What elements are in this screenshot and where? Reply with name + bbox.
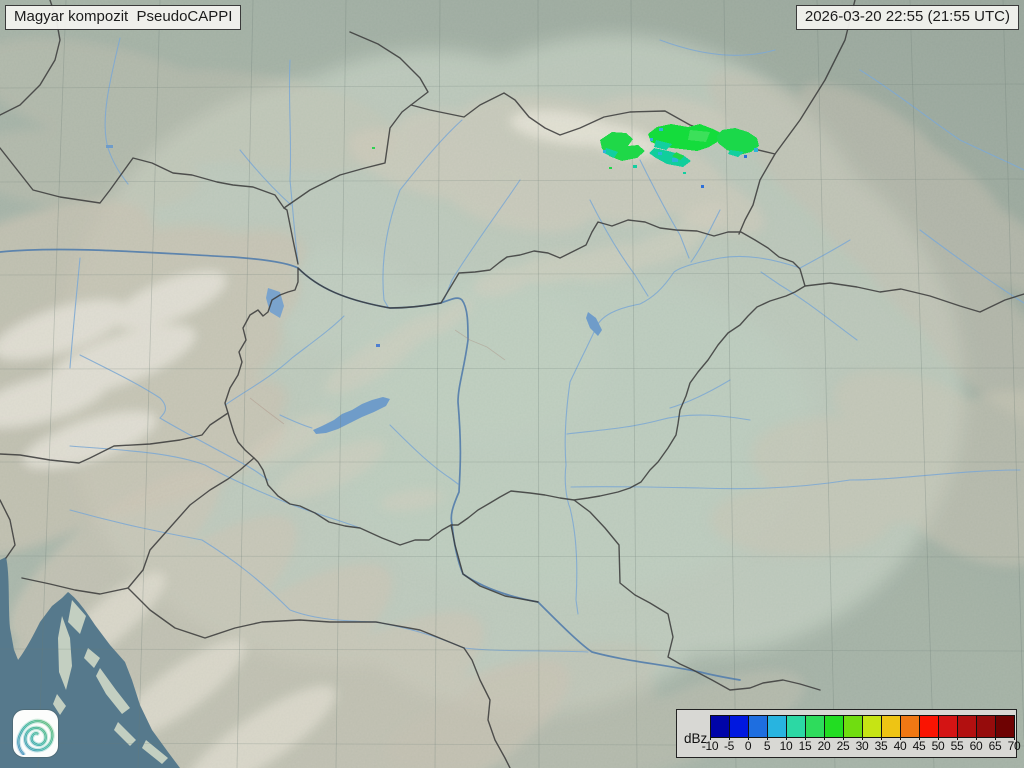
legend-tick-label: 35 — [874, 739, 888, 753]
legend-tick-mark — [805, 736, 806, 740]
legend-tick-label: 0 — [744, 739, 752, 753]
legend-tick-label: 60 — [969, 739, 983, 753]
legend-tick-label: 5 — [763, 739, 771, 753]
timestamp-label: 2026-03-20 22:55 (21:55 UTC) — [795, 5, 1019, 30]
legend-swatch — [787, 716, 806, 737]
legend-swatch — [863, 716, 882, 737]
product-title: Magyar kompozit PseudoCAPPI — [5, 5, 242, 30]
legend-swatch — [844, 716, 863, 737]
legend-tick-mark — [729, 736, 730, 740]
legend-tick-label: 65 — [988, 739, 1002, 753]
legend-tick-mark — [748, 736, 749, 740]
legend-tick-label: -5 — [723, 739, 735, 753]
legend-tick-label: 30 — [855, 739, 869, 753]
legend-swatch — [749, 716, 768, 737]
legend-tick-label: 55 — [950, 739, 964, 753]
legend-tick-label: 20 — [817, 739, 831, 753]
weather-service-logo — [13, 710, 58, 757]
legend-tick-mark — [938, 736, 939, 740]
legend-swatch — [958, 716, 977, 737]
legend-tick-label: -10 — [701, 739, 719, 753]
legend-tick-mark — [919, 736, 920, 740]
legend-tick-mark — [862, 736, 863, 740]
legend-tick-mark — [900, 736, 901, 740]
legend-swatch — [996, 716, 1014, 737]
legend-tick-label: 70 — [1007, 739, 1021, 753]
legend-swatch — [825, 716, 844, 737]
legend-tick-mark — [995, 736, 996, 740]
legend-swatch — [920, 716, 939, 737]
legend-tick-mark — [957, 736, 958, 740]
spiral-swirl-icon — [16, 718, 55, 755]
legend-tick-label: 10 — [779, 739, 793, 753]
legend-tick-mark — [976, 736, 977, 740]
legend-tick-mark — [843, 736, 844, 740]
legend-swatch — [768, 716, 787, 737]
legend-tick-mark — [710, 736, 711, 740]
legend-tick-mark — [1014, 736, 1015, 740]
legend-tick-label: 50 — [931, 739, 945, 753]
legend-swatch — [711, 716, 730, 737]
legend-swatch — [977, 716, 996, 737]
legend-tick-mark — [786, 736, 787, 740]
legend-swatch — [939, 716, 958, 737]
legend-swatch — [806, 716, 825, 737]
legend-tick-label: 40 — [893, 739, 907, 753]
legend-tick-mark — [767, 736, 768, 740]
legend-tick-mark — [881, 736, 882, 740]
legend-unit-label: dBz — [684, 731, 708, 746]
legend-tick-label: 15 — [798, 739, 812, 753]
legend-swatch — [901, 716, 920, 737]
legend-tick-mark — [824, 736, 825, 740]
legend-tick-label: 25 — [836, 739, 850, 753]
legend-tick-label: 45 — [912, 739, 926, 753]
legend-swatch — [882, 716, 901, 737]
legend-swatch-row — [710, 715, 1015, 738]
legend-swatch — [730, 716, 749, 737]
dbz-color-scale-legend: dBz -10 -5 0 5 10 15 20 25 30 35 40 45 50 55 60 65 70 — [676, 709, 1021, 758]
